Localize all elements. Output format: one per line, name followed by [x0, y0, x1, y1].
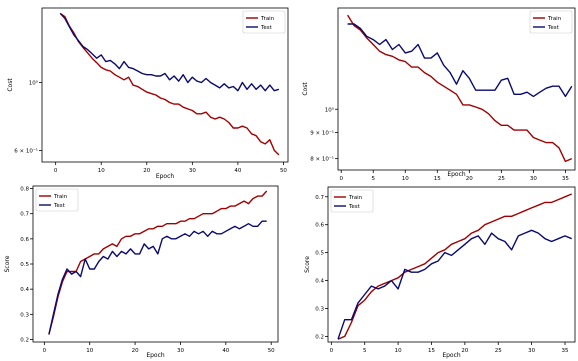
x-tick-label: 40 [234, 168, 241, 174]
y-tick-label: 0.4 [20, 287, 29, 293]
legend-label-test: Test [547, 25, 560, 31]
y-tick-label: 10⁰ [325, 106, 335, 113]
series-line-test [48, 220, 267, 335]
series-line-train [347, 14, 573, 163]
x-tick-label: 20 [466, 176, 473, 182]
legend-label-train: Train [260, 16, 275, 22]
x-tick-label: 25 [495, 348, 502, 354]
x-tick-label: 25 [498, 176, 505, 182]
y-tick-label: 0.7 [315, 195, 324, 201]
x-tick-label: 10 [402, 176, 409, 182]
legend-label-train: Train [348, 195, 363, 201]
plot-frame [41, 7, 289, 163]
y-tick-label: 8 × 10⁻¹ [310, 156, 334, 163]
x-tick-label: 0 [43, 348, 47, 354]
chart-panel-4: 0 5 10 15 20 25 30 35 0.2 0.3 0.4 0.5 0.6 0.7 Epoch Sco… [304, 186, 576, 359]
y-tick-label: 0.2 [315, 334, 324, 340]
series-line-train [48, 190, 268, 335]
x-tick-label: 20 [132, 348, 139, 354]
legend: Train Test [529, 10, 573, 34]
x-tick-label: 20 [461, 348, 468, 354]
x-axis-label: Epoch [442, 352, 461, 359]
legend-label-train: Train [547, 16, 562, 22]
legend: Train Test [242, 10, 286, 34]
y-tick-label: 0.3 [20, 312, 29, 318]
y-tick-label: 0.4 [315, 279, 324, 285]
chart-panel-1: 0 10 20 30 40 50 10⁰ 6 × 10⁻¹ Epoch Cost Train Test [7, 7, 289, 180]
y-axis-label: Cost [302, 82, 309, 96]
y-tick-label: 0.2 [20, 337, 29, 343]
plot-frame [327, 186, 576, 343]
plot-frame [337, 7, 576, 171]
y-axis-label: Score [4, 255, 11, 272]
series-line-train [337, 193, 572, 340]
x-tick-label: 10 [98, 168, 105, 174]
legend-label-test: Test [260, 25, 273, 31]
series-line-train [59, 12, 280, 156]
x-tick-label: 50 [268, 348, 275, 354]
y-tick-label: 0.6 [315, 223, 324, 229]
x-tick-label: 30 [177, 348, 184, 354]
x-tick-label: 0 [54, 168, 58, 174]
chart-panel-2: 0 5 10 15 20 25 30 35 10⁰ 9 × 10⁻¹ 8 × 10⁻¹ Epoch Co… [302, 7, 576, 182]
y-tick-label: 0.8 [20, 187, 29, 193]
y-tick-label: 0.6 [20, 237, 29, 243]
series-line-test [337, 229, 572, 340]
y-tick-label: 9 × 10⁻¹ [310, 130, 334, 137]
x-tick-label: 50 [280, 168, 287, 174]
x-tick-label: 15 [434, 176, 441, 182]
x-tick-label: 40 [222, 348, 229, 354]
legend-label-test: Test [348, 204, 361, 210]
y-tick-label: 10⁰ [29, 79, 39, 86]
chart-panel-3: 0 10 20 30 40 50 0.2 0.3 0.4 0.5 0.6 0.7 0.8 Epoch Sco… [4, 185, 279, 359]
x-axis-label: Epoch [156, 173, 175, 180]
y-tick-label: 6 × 10⁻¹ [14, 147, 38, 154]
y-tick-label: 0.7 [20, 212, 29, 218]
x-tick-label: 10 [86, 348, 93, 354]
x-tick-label: 5 [363, 348, 367, 354]
legend-label-train: Train [53, 194, 68, 200]
series-line-test [59, 12, 280, 92]
x-tick-label: 15 [428, 348, 435, 354]
y-tick-label: 0.3 [315, 306, 324, 312]
x-tick-label: 0 [339, 176, 343, 182]
x-tick-label: 35 [561, 348, 568, 354]
x-tick-label: 10 [395, 348, 402, 354]
x-axis-label: Epoch [447, 171, 466, 178]
legend: Train Test [35, 188, 79, 212]
x-tick-label: 5 [371, 176, 375, 182]
y-tick-label: 0.5 [315, 251, 324, 257]
y-axis-label: Score [304, 256, 311, 273]
y-axis-label: Cost [7, 78, 14, 92]
legend: Train Test [330, 189, 374, 213]
series-line-test [347, 23, 573, 98]
x-tick-label: 0 [330, 348, 334, 354]
x-tick-label: 20 [143, 168, 150, 174]
y-tick-label: 0.5 [20, 262, 29, 268]
legend-label-test: Test [53, 203, 66, 209]
x-tick-label: 30 [530, 176, 537, 182]
x-axis-label: Epoch [146, 352, 165, 359]
x-tick-label: 30 [528, 348, 535, 354]
x-tick-label: 35 [562, 176, 569, 182]
plot-frame [32, 185, 279, 343]
x-tick-label: 30 [189, 168, 196, 174]
